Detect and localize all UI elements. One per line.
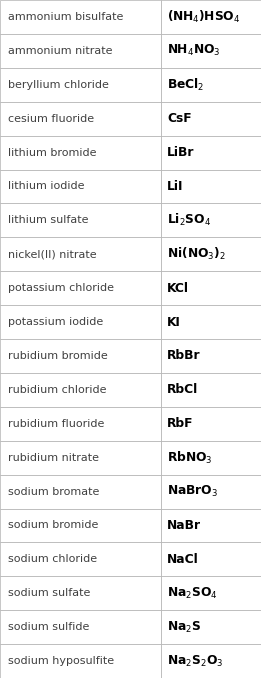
- Bar: [161, 136, 261, 170]
- Text: CsF: CsF: [167, 112, 192, 125]
- Bar: [161, 508, 261, 542]
- Text: RbBr: RbBr: [167, 349, 201, 363]
- Bar: [0, 34, 161, 68]
- Text: lithium sulfate: lithium sulfate: [8, 216, 88, 225]
- Text: rubidium fluoride: rubidium fluoride: [8, 419, 104, 428]
- Text: sodium bromide: sodium bromide: [8, 521, 98, 530]
- Bar: [161, 271, 261, 305]
- Bar: [0, 203, 161, 237]
- Bar: [161, 68, 261, 102]
- Bar: [0, 0, 161, 34]
- Bar: [0, 102, 161, 136]
- Text: Na$_2$S: Na$_2$S: [167, 620, 201, 635]
- Text: cesium fluoride: cesium fluoride: [8, 114, 94, 123]
- Text: LiI: LiI: [167, 180, 183, 193]
- Text: sodium sulfate: sodium sulfate: [8, 589, 90, 598]
- Bar: [161, 203, 261, 237]
- Text: KI: KI: [167, 315, 181, 329]
- Bar: [0, 441, 161, 475]
- Text: RbCl: RbCl: [167, 383, 198, 397]
- Text: rubidium nitrate: rubidium nitrate: [8, 453, 99, 462]
- Text: KCl: KCl: [167, 281, 189, 295]
- Bar: [161, 610, 261, 644]
- Text: rubidium chloride: rubidium chloride: [8, 385, 106, 395]
- Text: RbF: RbF: [167, 417, 194, 431]
- Bar: [161, 0, 261, 34]
- Bar: [0, 237, 161, 271]
- Text: sodium hyposulfite: sodium hyposulfite: [8, 656, 114, 666]
- Text: NH$_4$NO$_3$: NH$_4$NO$_3$: [167, 43, 221, 58]
- Bar: [0, 475, 161, 508]
- Bar: [161, 373, 261, 407]
- Bar: [161, 102, 261, 136]
- Text: NaBr: NaBr: [167, 519, 201, 532]
- Text: lithium iodide: lithium iodide: [8, 182, 84, 191]
- Text: RbNO$_3$: RbNO$_3$: [167, 450, 213, 466]
- Bar: [0, 136, 161, 170]
- Bar: [0, 508, 161, 542]
- Text: nickel(II) nitrate: nickel(II) nitrate: [8, 250, 97, 259]
- Text: NaBrO$_3$: NaBrO$_3$: [167, 484, 218, 499]
- Bar: [0, 271, 161, 305]
- Text: beryllium chloride: beryllium chloride: [8, 80, 109, 89]
- Text: lithium bromide: lithium bromide: [8, 148, 96, 157]
- Bar: [0, 305, 161, 339]
- Text: Ni(NO$_3$)$_2$: Ni(NO$_3$)$_2$: [167, 246, 226, 262]
- Text: BeCl$_2$: BeCl$_2$: [167, 77, 204, 93]
- Bar: [161, 34, 261, 68]
- Bar: [0, 407, 161, 441]
- Bar: [161, 407, 261, 441]
- Text: potassium chloride: potassium chloride: [8, 283, 114, 293]
- Bar: [0, 576, 161, 610]
- Text: Na$_2$SO$_4$: Na$_2$SO$_4$: [167, 586, 218, 601]
- Text: LiBr: LiBr: [167, 146, 194, 159]
- Bar: [161, 441, 261, 475]
- Bar: [0, 542, 161, 576]
- Text: sodium bromate: sodium bromate: [8, 487, 99, 496]
- Bar: [0, 610, 161, 644]
- Bar: [0, 373, 161, 407]
- Text: NaCl: NaCl: [167, 553, 199, 566]
- Bar: [161, 237, 261, 271]
- Text: Li$_2$SO$_4$: Li$_2$SO$_4$: [167, 212, 211, 228]
- Text: sodium sulfide: sodium sulfide: [8, 622, 89, 632]
- Bar: [161, 644, 261, 678]
- Bar: [0, 170, 161, 203]
- Text: (NH$_4$)HSO$_4$: (NH$_4$)HSO$_4$: [167, 9, 240, 25]
- Text: Na$_2$S$_2$O$_3$: Na$_2$S$_2$O$_3$: [167, 654, 223, 669]
- Bar: [161, 170, 261, 203]
- Text: rubidium bromide: rubidium bromide: [8, 351, 108, 361]
- Bar: [161, 305, 261, 339]
- Bar: [161, 475, 261, 508]
- Bar: [161, 576, 261, 610]
- Text: sodium chloride: sodium chloride: [8, 555, 97, 564]
- Text: ammonium nitrate: ammonium nitrate: [8, 46, 112, 56]
- Bar: [0, 339, 161, 373]
- Text: ammonium bisulfate: ammonium bisulfate: [8, 12, 123, 22]
- Bar: [161, 339, 261, 373]
- Bar: [0, 68, 161, 102]
- Bar: [0, 644, 161, 678]
- Text: potassium iodide: potassium iodide: [8, 317, 103, 327]
- Bar: [161, 542, 261, 576]
